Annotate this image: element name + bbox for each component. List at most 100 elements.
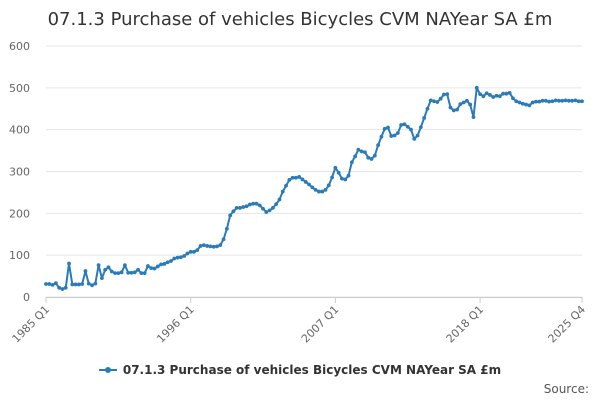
data-point[interactable]: [395, 131, 400, 135]
data-point[interactable]: [53, 281, 58, 286]
data-point[interactable]: [129, 270, 134, 275]
data-point[interactable]: [547, 99, 552, 104]
data-point[interactable]: [537, 99, 542, 104]
data-point[interactable]: [412, 136, 417, 141]
data-point[interactable]: [169, 259, 173, 263]
data-point[interactable]: [326, 183, 331, 188]
data-point[interactable]: [271, 205, 275, 210]
data-point[interactable]: [504, 91, 509, 96]
data-point[interactable]: [340, 176, 344, 181]
data-point[interactable]: [208, 244, 213, 249]
data-point[interactable]: [310, 185, 315, 190]
source-label[interactable]: Source:: [543, 382, 589, 396]
data-point[interactable]: [113, 271, 117, 276]
data-point[interactable]: [405, 124, 410, 129]
data-point[interactable]: [514, 99, 519, 104]
data-point[interactable]: [106, 265, 111, 270]
data-point[interactable]: [573, 98, 578, 103]
data-point[interactable]: [195, 248, 200, 253]
data-point[interactable]: [201, 243, 206, 248]
legend[interactable]: 07.1.3 Purchase of vehicles Bicycles CVM…: [0, 363, 600, 378]
data-point[interactable]: [517, 100, 522, 105]
data-point[interactable]: [221, 237, 226, 242]
data-point[interactable]: [494, 93, 499, 98]
data-point[interactable]: [116, 271, 121, 276]
data-point[interactable]: [44, 282, 48, 286]
data-point[interactable]: [372, 153, 377, 158]
data-point[interactable]: [553, 98, 558, 103]
data-point[interactable]: [155, 264, 160, 269]
data-point[interactable]: [323, 188, 328, 192]
data-point[interactable]: [392, 133, 397, 138]
data-point[interactable]: [359, 149, 364, 154]
data-point[interactable]: [303, 180, 308, 184]
data-point[interactable]: [566, 98, 571, 103]
data-point[interactable]: [287, 177, 292, 182]
data-point[interactable]: [448, 105, 453, 110]
data-point[interactable]: [317, 189, 321, 194]
data-point[interactable]: [540, 98, 545, 103]
data-point[interactable]: [478, 92, 482, 97]
data-point[interactable]: [198, 244, 203, 248]
data-point[interactable]: [294, 175, 298, 180]
data-point[interactable]: [182, 254, 187, 258]
data-point[interactable]: [349, 160, 354, 165]
data-point[interactable]: [343, 177, 348, 182]
data-point[interactable]: [264, 210, 269, 214]
data-point[interactable]: [234, 205, 239, 210]
data-point[interactable]: [297, 175, 302, 179]
data-point[interactable]: [126, 270, 131, 275]
data-point[interactable]: [402, 122, 407, 127]
data-point[interactable]: [215, 244, 219, 249]
data-point[interactable]: [80, 282, 85, 286]
data-point[interactable]: [320, 189, 325, 194]
data-point[interactable]: [76, 282, 81, 287]
data-point[interactable]: [524, 102, 528, 107]
data-point[interactable]: [70, 282, 75, 287]
data-point[interactable]: [511, 96, 515, 101]
data-point[interactable]: [458, 102, 463, 107]
data-point[interactable]: [93, 281, 98, 286]
data-point[interactable]: [570, 98, 575, 103]
data-point[interactable]: [50, 282, 55, 287]
data-point[interactable]: [149, 266, 154, 271]
data-point[interactable]: [188, 249, 193, 254]
data-point[interactable]: [274, 202, 279, 207]
data-point[interactable]: [280, 189, 285, 194]
data-point[interactable]: [451, 108, 456, 113]
data-point[interactable]: [67, 261, 71, 266]
data-point[interactable]: [60, 287, 65, 291]
data-point[interactable]: [241, 205, 246, 209]
data-point[interactable]: [83, 269, 88, 273]
data-point[interactable]: [218, 243, 223, 248]
data-point[interactable]: [86, 281, 91, 286]
data-point[interactable]: [386, 125, 390, 130]
data-point[interactable]: [363, 150, 367, 155]
data-point[interactable]: [435, 100, 440, 104]
data-point[interactable]: [465, 98, 469, 103]
data-point[interactable]: [438, 96, 443, 101]
data-point[interactable]: [501, 91, 505, 96]
data-point[interactable]: [57, 285, 62, 290]
data-point[interactable]: [481, 94, 486, 99]
data-point[interactable]: [313, 188, 318, 192]
data-point[interactable]: [162, 262, 167, 266]
data-point[interactable]: [484, 91, 489, 96]
data-point[interactable]: [415, 133, 420, 138]
data-point[interactable]: [261, 206, 265, 211]
data-point[interactable]: [247, 202, 252, 207]
data-point[interactable]: [165, 260, 170, 265]
data-point[interactable]: [468, 102, 473, 107]
data-point[interactable]: [366, 155, 371, 160]
data-point[interactable]: [277, 197, 282, 202]
data-point[interactable]: [123, 263, 127, 268]
data-point[interactable]: [488, 93, 492, 97]
data-point[interactable]: [254, 201, 259, 206]
data-point[interactable]: [251, 201, 256, 206]
data-point[interactable]: [527, 103, 532, 108]
data-point[interactable]: [146, 264, 150, 268]
data-point[interactable]: [376, 143, 381, 148]
data-point[interactable]: [432, 99, 436, 104]
data-point[interactable]: [563, 98, 568, 103]
data-point[interactable]: [100, 276, 104, 281]
